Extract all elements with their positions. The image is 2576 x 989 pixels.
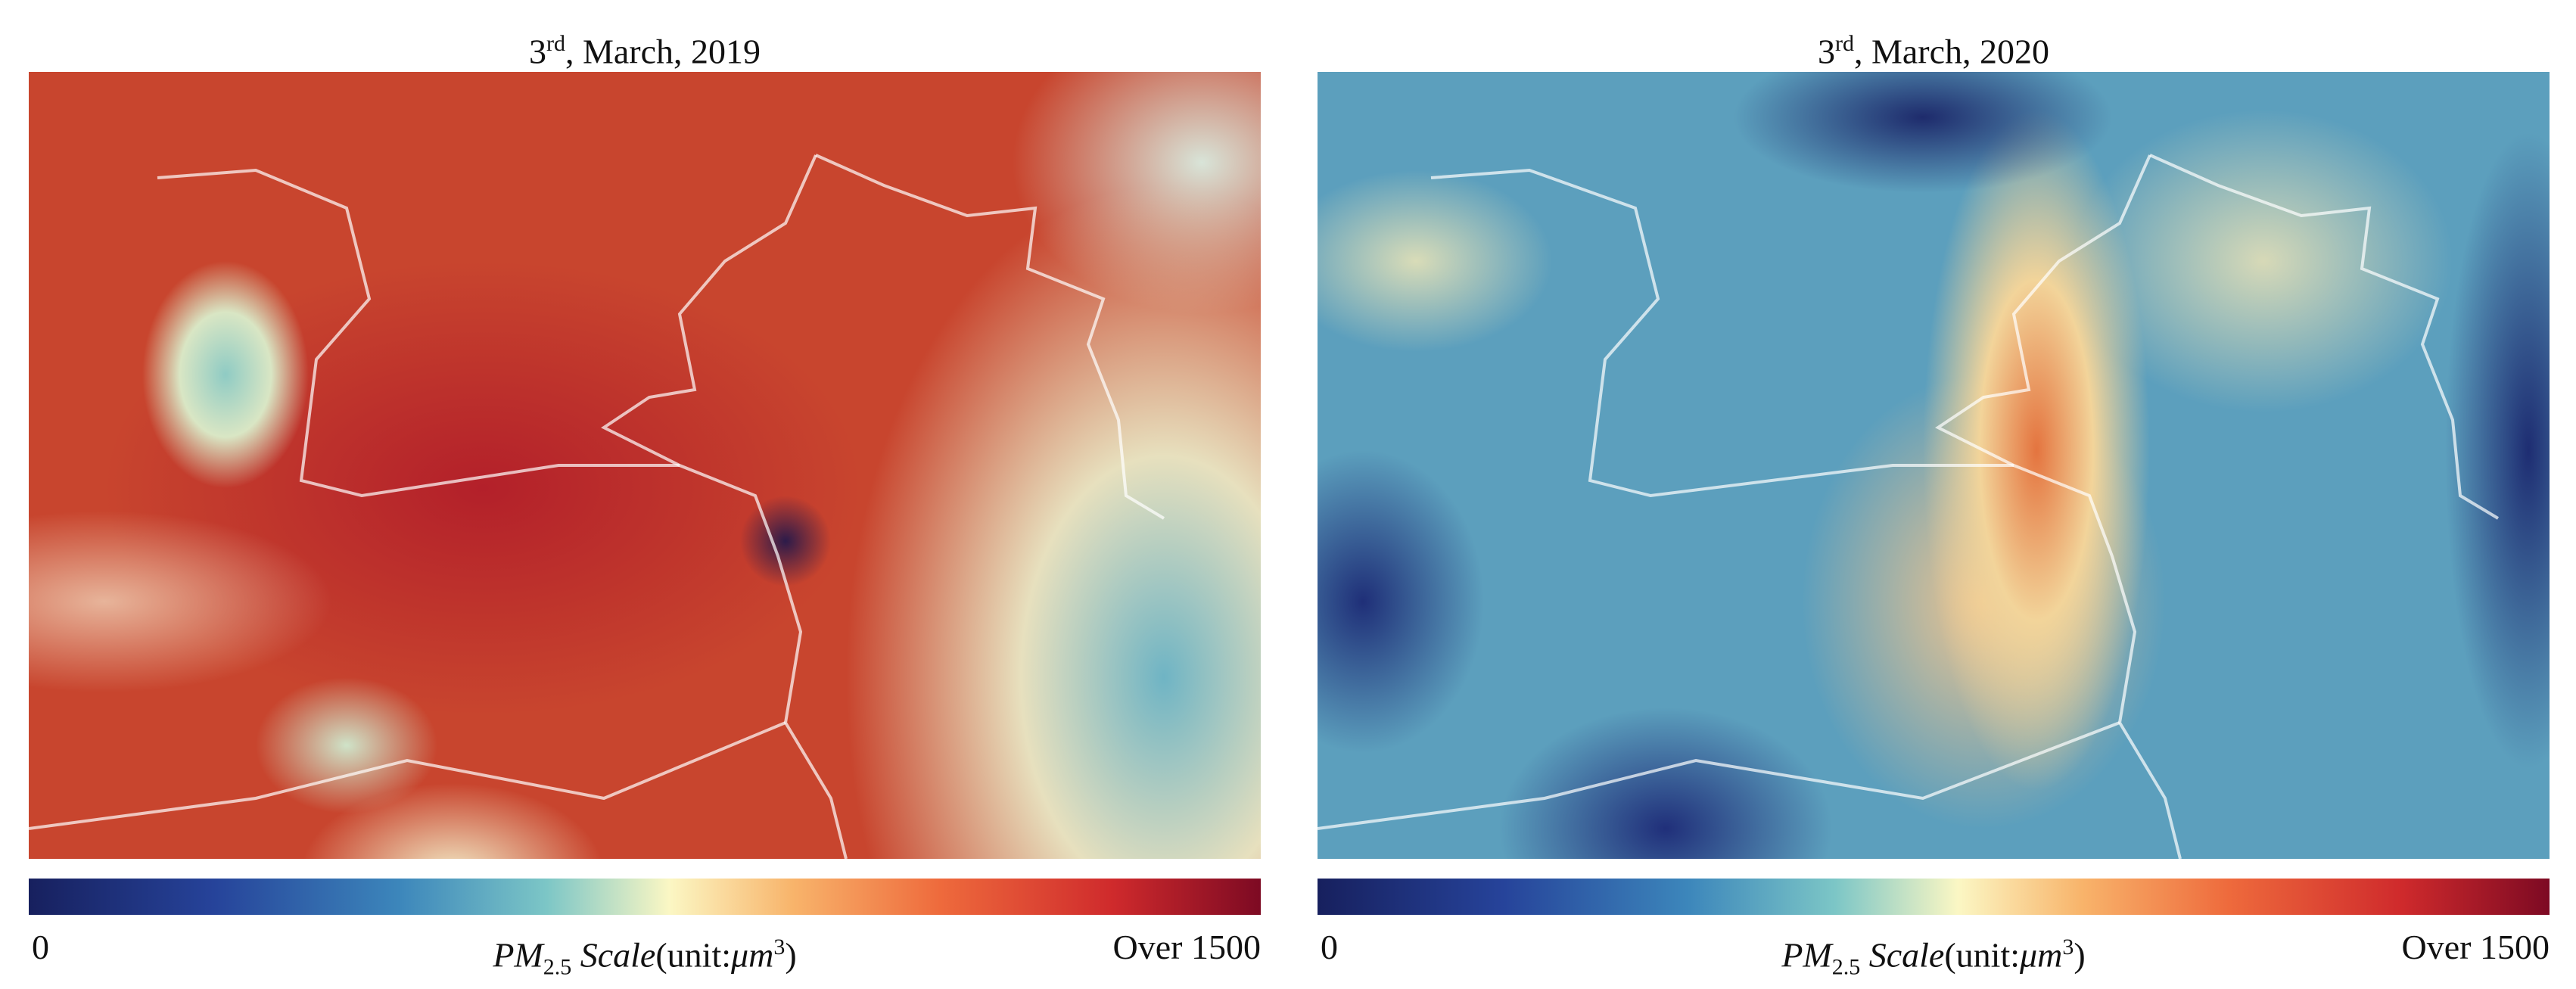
scale-text: μm [731, 935, 774, 975]
scale-max: Over 1500 [1112, 928, 1261, 966]
title-text: 3 [528, 32, 546, 71]
scale-text: ) [2074, 935, 2086, 975]
title-sup: rd [1834, 31, 1854, 56]
colorbar [29, 879, 1261, 915]
scale-text: PM [1781, 935, 1832, 975]
title-sup: rd [546, 31, 565, 56]
title-text: , March, 2020 [1853, 32, 2050, 71]
scale-min: 0 [32, 928, 49, 966]
scale-min: 0 [1321, 928, 1338, 966]
scale-sub: 2.5 [1831, 954, 1861, 980]
panel: 3rd, March, 2020 0 PM2.5 Scale(unit:μm3)… [1318, 0, 2550, 986]
coastlines [29, 154, 1165, 859]
pm-map [29, 72, 1261, 859]
colorbar [1318, 879, 2550, 915]
title-text: , March, 2019 [565, 32, 761, 71]
scale-text: ) [785, 935, 797, 975]
pm-map [1318, 72, 2550, 859]
scale-text: PM [493, 935, 543, 975]
scale-text: μm [2020, 935, 2063, 975]
title-text: 3 [1817, 32, 1835, 71]
scale-sup: 3 [2062, 935, 2074, 959]
scale-text: Scale [571, 935, 656, 975]
scale-text: (unit: [1944, 935, 2021, 975]
scale-sup: 3 [773, 935, 786, 959]
scale-text: (unit: [655, 935, 732, 975]
scale-label: PM2.5 Scale(unit:μm3) [1318, 926, 2550, 989]
panel-title: 3rd, March, 2020 [1318, 23, 2550, 73]
scale-sub: 2.5 [543, 954, 572, 980]
panel-title: 3rd, March, 2019 [29, 23, 1261, 73]
scale-text: Scale [1860, 935, 1945, 975]
scale-max: Over 1500 [2401, 928, 2550, 966]
scale-label: PM2.5 Scale(unit:μm3) [29, 926, 1261, 989]
coastlines [1318, 154, 2500, 859]
panel: 3rd, March, 2019 0 PM2.5 Scale(unit:μm3)… [29, 0, 1261, 986]
